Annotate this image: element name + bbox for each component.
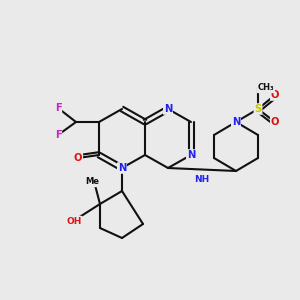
Text: OH: OH: [66, 217, 82, 226]
Text: S: S: [254, 104, 262, 114]
Text: N: N: [232, 117, 240, 127]
Text: N: N: [118, 163, 126, 173]
Text: O: O: [74, 153, 82, 163]
Text: F: F: [55, 103, 62, 113]
Text: CH₃: CH₃: [258, 83, 274, 92]
Text: NH: NH: [194, 175, 210, 184]
Text: F: F: [55, 130, 62, 140]
Text: N: N: [187, 150, 195, 160]
Text: O: O: [271, 117, 279, 127]
Text: N: N: [164, 104, 172, 114]
Text: Me: Me: [85, 178, 99, 187]
Text: O: O: [271, 90, 279, 100]
